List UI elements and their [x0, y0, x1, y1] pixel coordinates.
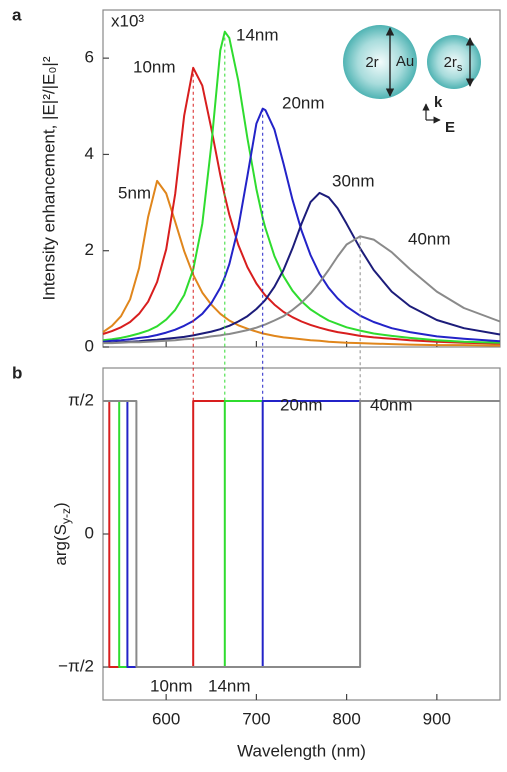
series-line — [103, 400, 500, 668]
series-line — [103, 191, 501, 344]
gold-sphere — [343, 25, 417, 99]
e-label: E — [445, 119, 455, 136]
y-tick-label: −π/2 — [58, 657, 94, 676]
y-tick-label: π/2 — [68, 390, 94, 409]
series-label: 40nm — [370, 395, 413, 414]
series-label: 14nm — [236, 25, 279, 44]
k-label: k — [434, 94, 443, 111]
series-label: 30nm — [332, 171, 375, 190]
diameter-label: 2r — [365, 54, 378, 71]
series-line — [103, 400, 500, 668]
x-axis-title: Wavelength (nm) — [237, 741, 366, 760]
series-label: 10nm — [150, 676, 193, 695]
diameter-subscript: s — [457, 62, 463, 74]
series-label: 14nm — [208, 676, 251, 695]
panel-label: a — [12, 5, 22, 24]
series-label: 20nm — [282, 93, 325, 112]
series-label: 40nm — [408, 229, 451, 248]
x-tick-label: 700 — [242, 709, 270, 728]
series-line — [103, 400, 500, 668]
series-line — [103, 235, 501, 345]
series-label: 10nm — [133, 57, 176, 76]
y-title-tail: ) — [51, 502, 70, 508]
plot-frame — [102, 9, 501, 348]
diameter-text: 2r — [444, 54, 457, 71]
series-line — [102, 66, 501, 345]
y-title-sub: y-z — [59, 508, 73, 524]
y-tick-label: 2 — [85, 240, 94, 259]
x-tick-label: 800 — [332, 709, 360, 728]
y-tick-label: 6 — [85, 48, 94, 67]
y-title-text: arg(S — [51, 524, 70, 566]
y-tick-label: 0 — [85, 336, 94, 355]
x-tick-label: 900 — [423, 709, 451, 728]
y-tick-label: 4 — [85, 144, 94, 163]
x-tick-label: 600 — [152, 709, 180, 728]
y-axis-title: Intensity enhancement, |E|²/|E₀|² — [39, 56, 58, 300]
series-label: 5nm — [118, 183, 151, 202]
material-label: Au — [396, 53, 414, 70]
series-label: 20nm — [280, 395, 323, 414]
y-scale-label: x10³ — [111, 11, 144, 30]
y-tick-label: 0 — [85, 523, 94, 542]
diameter-label: 2rs — [444, 54, 463, 74]
series-line — [102, 179, 501, 347]
plot-frame — [102, 367, 501, 701]
panel-label: b — [12, 363, 22, 382]
series-line — [103, 400, 500, 668]
y-axis-title: arg(Sy-z) — [51, 502, 73, 565]
series-line — [102, 30, 501, 344]
inset: 2r Au 2rs k E — [343, 25, 481, 136]
